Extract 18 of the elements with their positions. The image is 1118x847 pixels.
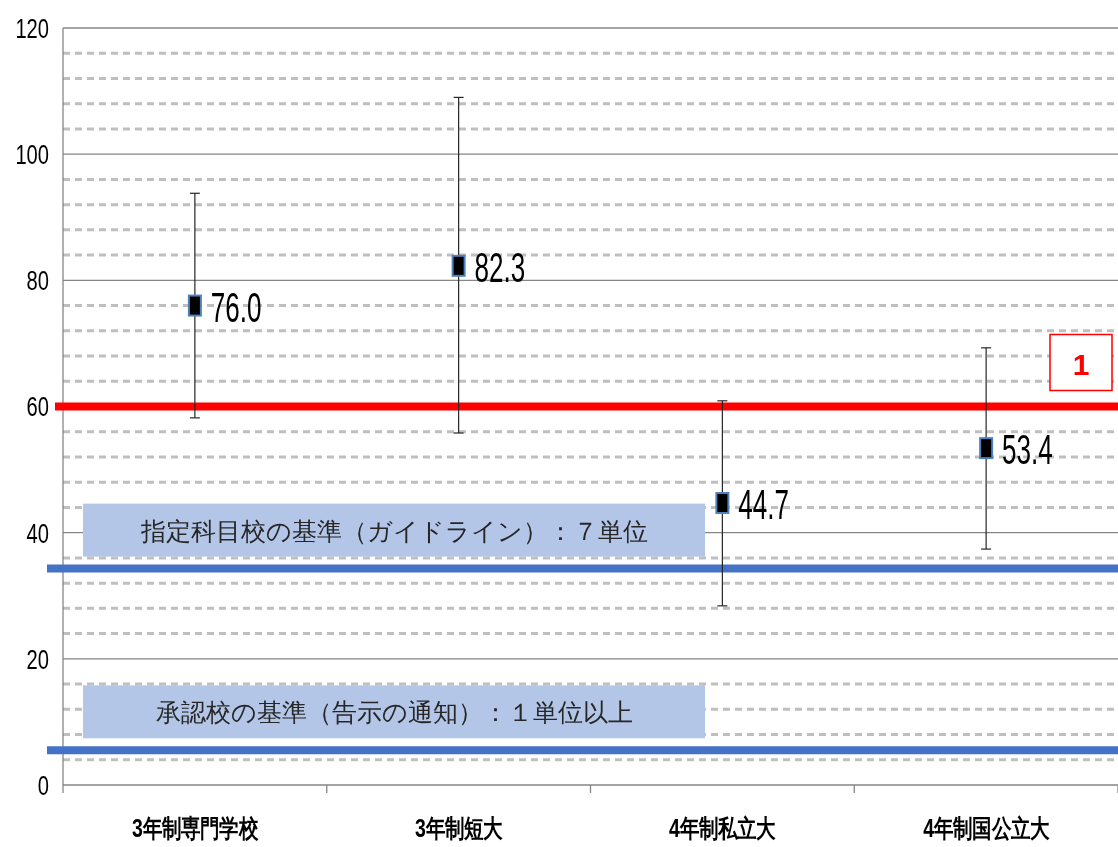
y-tick-label: 80: [26, 265, 49, 297]
data-label: 53.4: [1002, 425, 1053, 473]
x-tick-label: 4年制国公立大: [923, 814, 1050, 843]
annotation: 1: [1072, 347, 1090, 381]
y-tick-label: 120: [15, 12, 49, 44]
y-tick-label: 40: [26, 517, 49, 549]
x-tick-label: 4年制私立大: [669, 814, 777, 843]
ref-line-label: 承認校の基準（告示の通知）：１単位以上: [155, 698, 633, 728]
y-tick-label: 100: [15, 138, 49, 170]
x-tick-label: 3年制短大: [414, 814, 504, 843]
data-label: 44.7: [738, 480, 790, 528]
y-tick-label: 20: [26, 643, 49, 675]
data-label: 82.3: [474, 243, 526, 291]
x-tick-label: 3年制専門学校: [132, 814, 259, 843]
ref-line-label: 指定科目校の基準（ガイドライン）：７単位: [139, 516, 648, 546]
y-tick-label: 60: [26, 391, 49, 423]
y-tick-label: 0: [37, 769, 49, 801]
data-label: 76.0: [210, 283, 262, 330]
